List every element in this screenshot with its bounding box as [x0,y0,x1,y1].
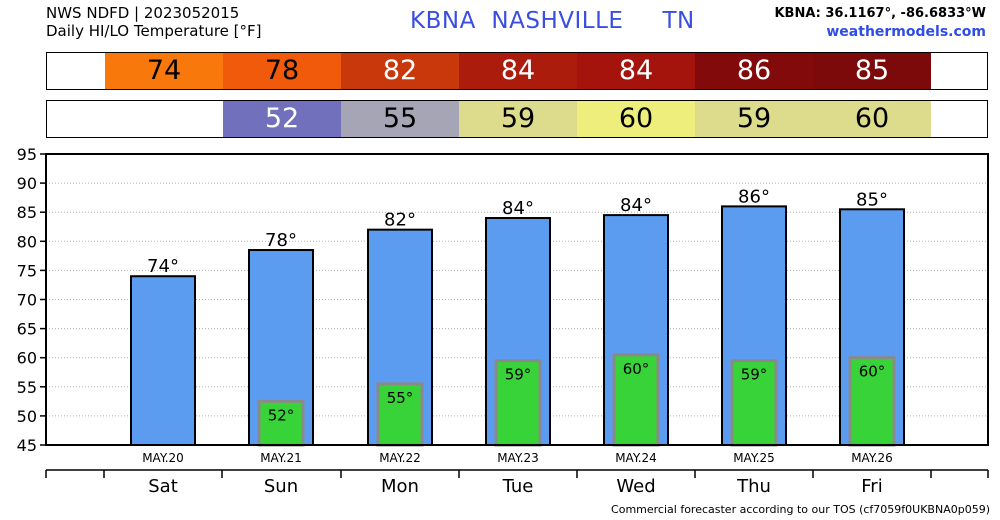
y-tick-label: 75 [17,261,37,280]
run-title: NWS NDFD | 2023052015 [46,4,240,22]
low-temperature-strip: 52 55 59 60 59 60 [46,100,988,138]
y-tick-label: 70 [17,291,37,310]
day-label: Thu [736,476,771,497]
footer-note: Commercial forecaster according to our T… [611,503,990,516]
day-label: Wed [616,476,655,497]
day-label: Sun [264,476,298,497]
y-tick-label: 90 [17,174,37,193]
high-temp-cell: 84 [577,53,695,89]
website-link[interactable]: weathermodels.com [826,24,986,40]
y-tick-label: 55 [17,378,37,397]
low-temp-label: 55° [387,389,414,407]
high-temp-bar [130,275,196,446]
low-temp-label: 60° [623,360,650,378]
station-coordinates: KBNA: 36.1167°, -86.6833°W [774,6,986,21]
high-temp-cell: 74 [105,53,223,89]
date-label: MAY.23 [497,451,539,465]
day-label: Tue [502,476,534,497]
high-temp-label: 78° [265,230,297,251]
low-temp-bar [494,359,542,447]
date-label: MAY.21 [260,451,302,465]
product-title: Daily HI/LO Temperature [°F] [46,22,262,40]
low-temp-bar [730,359,778,447]
high-temp-cell: 86 [695,53,813,89]
low-temp-cell: 60 [577,101,695,137]
day-label: Sat [148,476,178,497]
high-temp-label: 84° [502,198,534,219]
date-label: MAY.22 [379,451,421,465]
day-label: Fri [861,476,882,497]
day-label: Mon [381,476,419,497]
high-temp-label: 86° [738,186,770,207]
low-temp-cell: 59 [459,101,577,137]
high-temp-cell: 82 [341,53,459,89]
high-temp-cell: 85 [813,53,931,89]
low-temp-cell: 52 [223,101,341,137]
high-temp-cell: 84 [459,53,577,89]
station-name: KBNA NASHVILLE TN [410,8,695,34]
high-temperature-strip: 74 78 82 84 84 86 85 [46,52,988,90]
y-tick-label: 80 [17,232,37,251]
high-temp-label: 85° [856,189,888,210]
low-temp-label: 59° [505,366,532,384]
y-tick-label: 65 [17,320,37,339]
low-temp-cell: 59 [695,101,813,137]
y-tick-label: 85 [17,203,37,222]
high-temp-label: 84° [620,195,652,216]
low-temp-bar [257,399,305,447]
date-label: MAY.25 [733,451,775,465]
low-temp-cell: 55 [341,101,459,137]
low-temp-cell [105,101,223,137]
high-temp-cell: 78 [223,53,341,89]
high-temp-label: 82° [384,210,416,231]
low-temp-label: 59° [741,366,768,384]
y-tick-label: 45 [17,436,37,455]
low-temp-cell: 60 [813,101,931,137]
y-tick-label: 60 [17,349,37,368]
low-temp-label: 52° [268,406,295,424]
y-tick-label: 50 [17,407,37,426]
high-temp-label: 74° [147,256,179,277]
y-tick-label: 95 [17,145,37,164]
date-label: MAY.20 [142,451,184,465]
low-temp-label: 60° [859,363,886,381]
date-label: MAY.24 [615,451,657,465]
date-label: MAY.26 [851,451,893,465]
